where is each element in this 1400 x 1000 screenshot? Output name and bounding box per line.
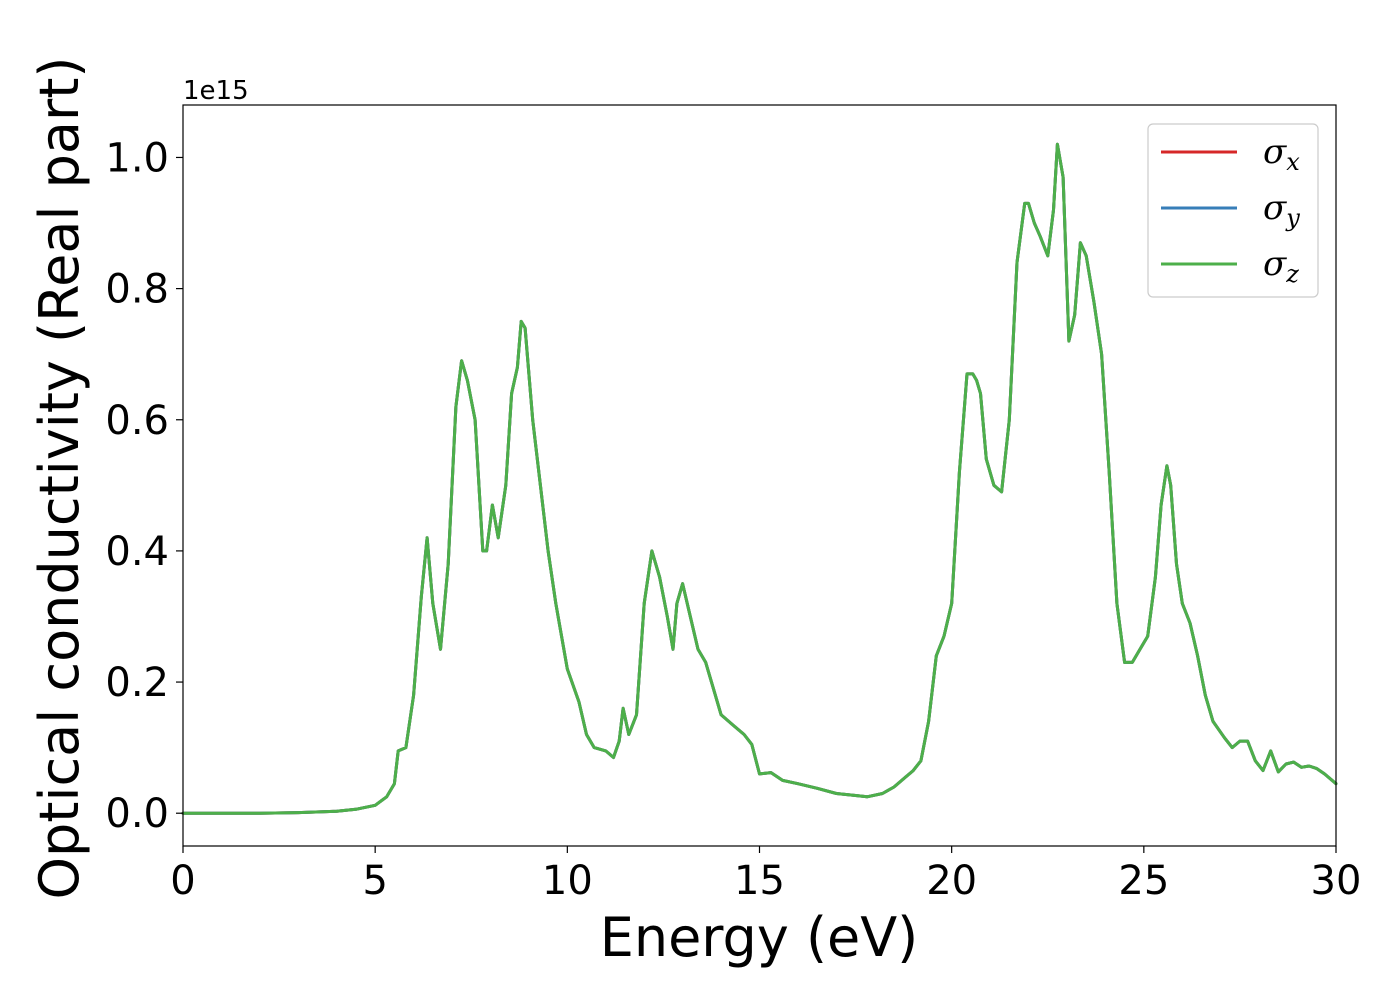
x-axis: 0 5 10 15 20 25 30 [170, 846, 1361, 904]
legend-label-0: σx [1263, 132, 1300, 176]
series-layer [181, 142, 1338, 815]
y-axis: 0.0 0.2 0.4 0.6 0.8 1.0 [105, 135, 183, 837]
legend-subscript: z [1285, 260, 1299, 288]
legend-label-1: σy [1263, 188, 1300, 232]
y-tick-label: 0.8 [105, 267, 169, 313]
y-tick-label: 0.4 [105, 529, 169, 575]
legend-symbol: σ [1263, 244, 1287, 284]
y-tick-label: 0.2 [105, 660, 169, 706]
x-tick-label: 20 [926, 858, 977, 904]
legend-subscript: y [1285, 204, 1300, 232]
y-tick-label: 0.0 [105, 791, 169, 837]
x-tick-label: 25 [1118, 858, 1169, 904]
y-axis-title: Optical conductivity (Real part) [28, 57, 91, 900]
legend-box [1147, 123, 1319, 298]
legend-subscript: x [1286, 148, 1300, 176]
x-tick-label: 15 [734, 858, 785, 904]
series-line-2 [181, 142, 1338, 815]
y-tick-label: 1.0 [105, 135, 169, 181]
y-tick-label: 0.6 [105, 398, 169, 444]
legend-symbol: σ [1263, 132, 1287, 172]
x-tick-label: 30 [1311, 858, 1362, 904]
x-axis-title: Energy (eV) [600, 906, 919, 969]
x-tick-label: 10 [542, 858, 593, 904]
y-offset-label: 1e15 [183, 76, 249, 106]
x-tick-label: 0 [170, 858, 195, 904]
legend-label-2: σz [1263, 244, 1299, 288]
legend-symbol: σ [1263, 188, 1287, 228]
x-tick-label: 5 [362, 858, 387, 904]
